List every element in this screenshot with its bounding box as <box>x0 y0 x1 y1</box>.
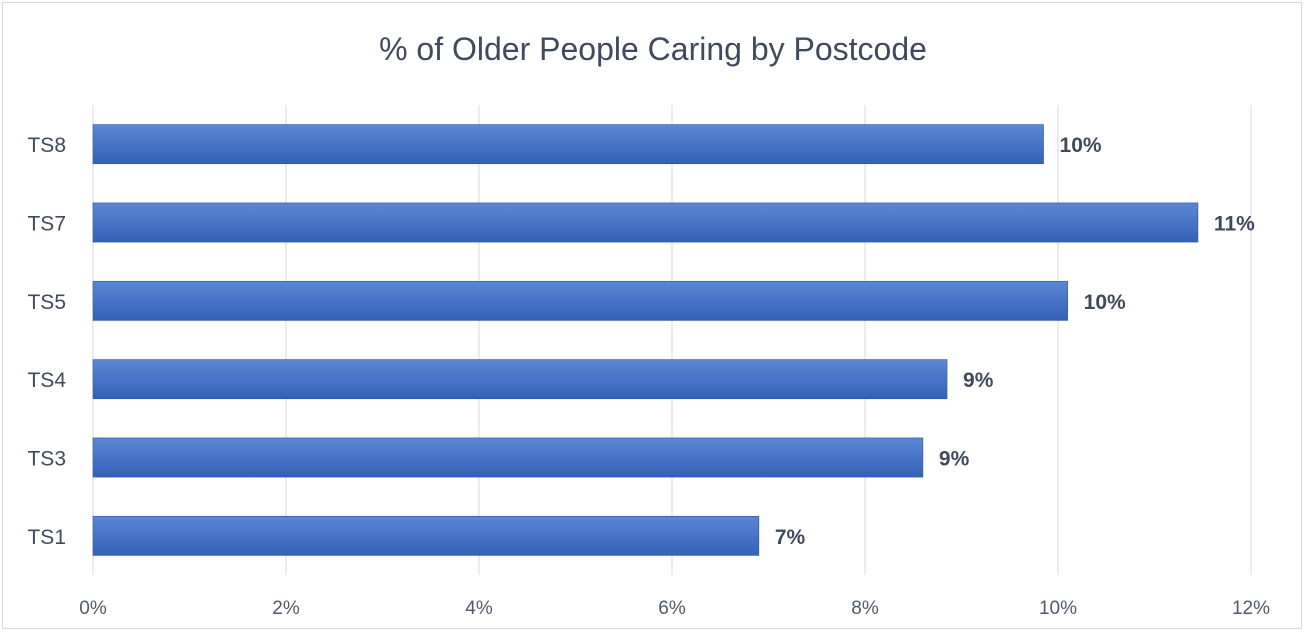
category-label: TS8 <box>27 134 66 157</box>
category-label: TS4 <box>27 369 66 392</box>
x-tick-label: 2% <box>272 598 300 619</box>
category-label: TS1 <box>27 526 66 549</box>
x-tick-label: 4% <box>465 598 493 619</box>
x-tick-label: 8% <box>851 598 879 619</box>
category-label: TS7 <box>27 213 66 236</box>
gridlines <box>92 105 1252 575</box>
bar-ts7 <box>92 202 1199 243</box>
bar-ts4 <box>92 359 948 400</box>
x-tick-label: 6% <box>658 598 686 619</box>
x-tick-label: 0% <box>79 598 107 619</box>
x-tick-label: 10% <box>1039 598 1077 619</box>
bar-ts3 <box>92 437 924 478</box>
x-tick-label: 12% <box>1232 598 1270 619</box>
data-label: 9% <box>939 448 970 471</box>
data-label: 7% <box>775 526 806 549</box>
data-label: 10% <box>1060 134 1102 157</box>
category-label: TS3 <box>27 448 66 471</box>
bar-ts1 <box>92 515 760 556</box>
bar-ts5 <box>92 280 1068 321</box>
chart-title: % of Older People Caring by Postcode <box>379 31 927 67</box>
bars <box>92 124 1199 556</box>
data-label: 10% <box>1084 291 1126 314</box>
category-label: TS5 <box>27 291 66 314</box>
data-label: 9% <box>963 369 994 392</box>
data-labels: 10% 11% 10% 9% 9% 7% <box>775 134 1255 549</box>
category-labels: TS8 TS7 TS5 TS4 TS3 TS1 <box>27 134 66 549</box>
x-axis-tick-labels: 0% 2% 4% 6% 8% 10% 12% <box>79 598 1270 619</box>
bar-ts8 <box>92 124 1044 165</box>
data-label: 11% <box>1214 213 1255 236</box>
